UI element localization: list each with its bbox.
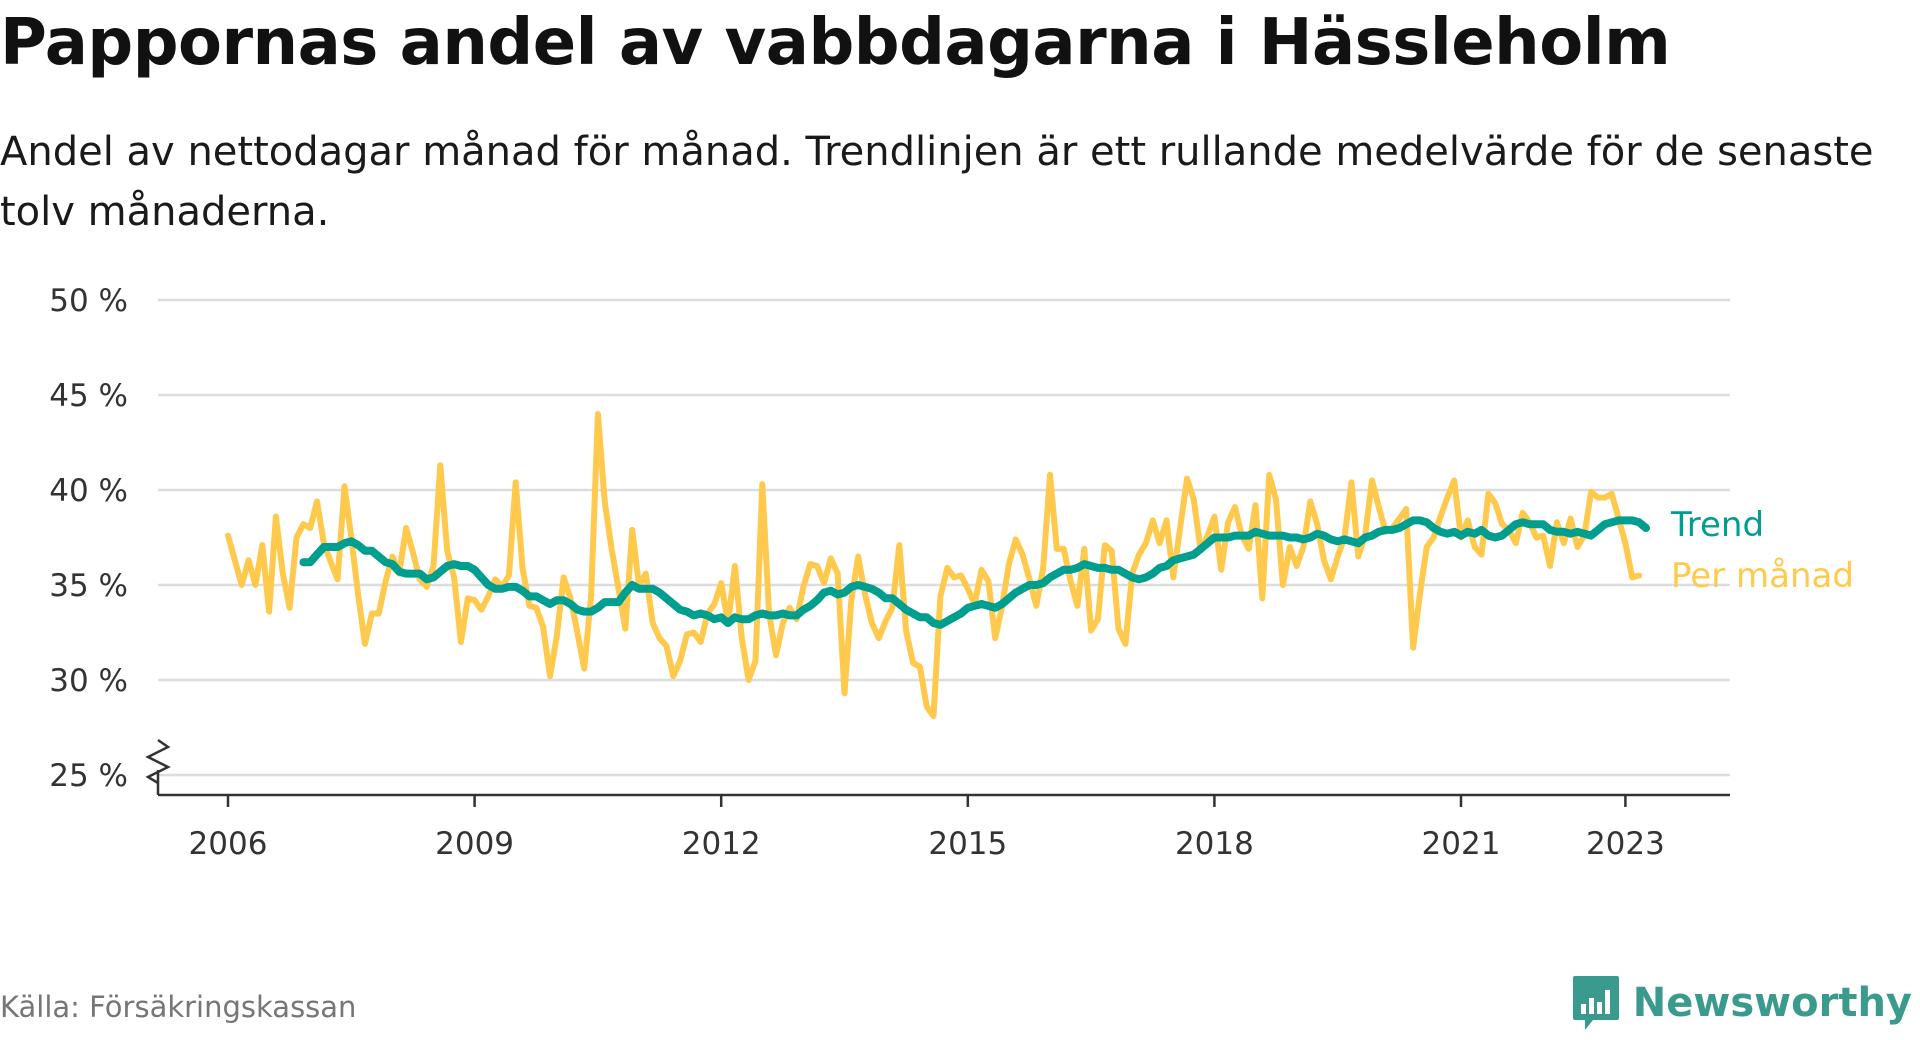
- x-tick-label: 2006: [189, 826, 268, 862]
- series-lines: [225, 411, 1650, 720]
- x-tick-label: 2009: [435, 826, 514, 862]
- y-axis-break-icon: [145, 738, 171, 785]
- y-tick-label: 50 %: [49, 283, 128, 319]
- chart-title: Pappornas andel av vabbdagarna i Hässleh…: [0, 6, 1671, 80]
- source-note: Källa: Försäkringskassan: [0, 990, 357, 1024]
- x-tick-label: 2023: [1586, 826, 1665, 862]
- chart-subtitle: Andel av nettodagar månad för månad. Tre…: [0, 129, 1874, 235]
- brand-logo: Newsworthy: [1571, 974, 1912, 1032]
- x-tick-label: 2012: [682, 826, 761, 862]
- label-monthly: Per månad: [1671, 556, 1854, 596]
- y-tick-label: 30 %: [49, 663, 128, 699]
- y-tick-label: 25 %: [49, 758, 128, 794]
- x-tick-label: 2015: [928, 826, 1007, 862]
- axes: 50 % 45 % 40 % 35 % 30 % 25 % 2006 2009 2012 2015…: [49, 283, 1730, 862]
- label-trend: Trend: [1670, 505, 1764, 545]
- y-tick-label: 40 %: [49, 473, 128, 509]
- newsworthy-icon: [1572, 976, 1619, 1030]
- line-chart: 50 % 45 % 40 % 35 % 30 % 25 % 2006 2009 2012 2015…: [49, 283, 1854, 862]
- x-tick-label: 2021: [1422, 826, 1501, 862]
- series-line-monthly: [225, 411, 1643, 720]
- series-labels: Per månad Trend: [1670, 505, 1854, 596]
- brand-name: Newsworthy: [1632, 980, 1912, 1026]
- y-tick-label: 45 %: [49, 378, 128, 414]
- y-tick-label: 35 %: [49, 568, 128, 604]
- series-line-trend: [299, 516, 1650, 629]
- x-tick-label: 2018: [1175, 826, 1254, 862]
